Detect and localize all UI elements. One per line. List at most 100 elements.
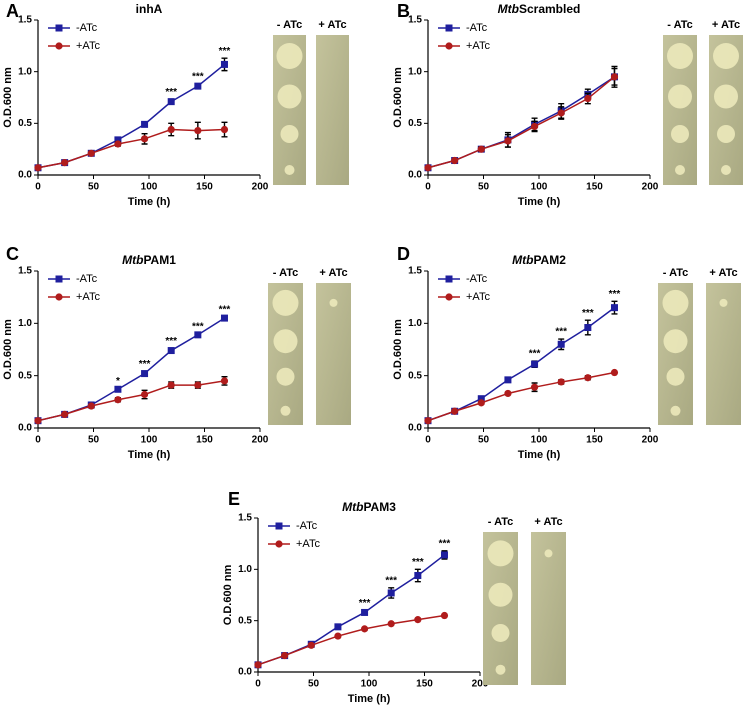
x-axis-label: Time (h) (518, 449, 561, 461)
y-tick-label: 0.0 (238, 667, 252, 678)
plate-label: + ATc (534, 516, 562, 528)
title-italic: Mtb (498, 2, 519, 16)
x-tick-label: 100 (531, 435, 548, 446)
colony (668, 84, 692, 109)
significance-label: *** (359, 598, 371, 609)
marker (334, 632, 342, 640)
y-axis-label: O.D.600 nm (392, 67, 404, 128)
marker (167, 125, 175, 134)
colony (488, 582, 513, 607)
legend-label: -ATc (76, 22, 98, 34)
colony (713, 43, 739, 69)
y-tick-label: 0.5 (18, 118, 32, 129)
colony (721, 165, 731, 175)
series-line (427, 76, 615, 169)
marker (220, 125, 229, 134)
plate-label: - ATc (273, 267, 298, 279)
x-tick-label: 0 (255, 679, 261, 690)
marker (34, 417, 42, 425)
colony (671, 125, 689, 143)
plate-label: + ATc (709, 267, 737, 279)
plate-label: - ATc (663, 267, 688, 279)
panel-letter: E (228, 489, 240, 509)
y-tick-label: 1.0 (18, 66, 32, 77)
marker (584, 324, 592, 332)
marker (360, 625, 369, 633)
marker (424, 417, 432, 425)
significance-label: *** (582, 308, 594, 319)
marker (61, 410, 69, 418)
legend-marker (445, 293, 453, 301)
colony (329, 298, 338, 307)
plate-label: + ATc (712, 19, 740, 31)
x-tick-label: 200 (252, 435, 269, 446)
legend-label: -ATc (466, 273, 488, 285)
y-tick-label: 1.5 (238, 513, 252, 524)
plate-label: - ATc (667, 19, 692, 31)
y-tick-label: 1.0 (238, 564, 252, 575)
title-text: PAM3 (363, 500, 396, 514)
marker (451, 407, 459, 415)
x-tick-label: 50 (88, 182, 100, 193)
y-tick-label: 1.5 (408, 15, 422, 26)
plate-photo (316, 35, 349, 185)
plate-photo (531, 532, 566, 685)
significance-label: *** (439, 538, 451, 549)
series-line (37, 128, 225, 169)
marker (584, 374, 592, 382)
colony (280, 125, 299, 143)
colony (714, 84, 738, 109)
marker (87, 149, 95, 157)
significance-label: *** (219, 305, 231, 316)
marker (440, 551, 448, 559)
y-tick-label: 1.5 (408, 266, 422, 277)
panel-letter: C (6, 244, 19, 264)
marker (114, 396, 122, 404)
y-tick-label: 1.0 (408, 66, 422, 77)
marker (361, 608, 369, 616)
significance-label: *** (192, 321, 204, 332)
title-text: PAM2 (533, 253, 566, 267)
panel-letter: A (6, 1, 19, 21)
legend-marker (55, 293, 63, 301)
marker (610, 368, 619, 377)
marker (220, 377, 229, 385)
colony (544, 549, 553, 558)
x-tick-label: 50 (308, 679, 320, 690)
marker (440, 611, 449, 620)
marker (584, 94, 592, 103)
significance-label: *** (165, 336, 177, 347)
marker (504, 376, 512, 384)
y-tick-label: 0.0 (18, 170, 32, 181)
significance-label: *** (412, 557, 424, 568)
x-tick-label: 200 (642, 435, 659, 446)
significance-label: *** (555, 327, 567, 338)
x-axis-label: Time (h) (518, 196, 561, 208)
marker (281, 651, 289, 660)
marker (414, 571, 422, 579)
legend-label: +ATc (76, 40, 100, 52)
significance-label: *** (165, 87, 177, 98)
significance-label: *** (139, 359, 151, 370)
significance-label: *** (219, 46, 231, 57)
legend-marker (55, 24, 63, 32)
panel-letter: D (397, 244, 410, 264)
y-axis-label: O.D.600 nm (2, 319, 14, 380)
marker (114, 385, 122, 393)
colony (717, 125, 735, 143)
marker (531, 360, 539, 368)
colony (670, 405, 681, 416)
marker (477, 395, 485, 403)
x-axis-label: Time (h) (348, 693, 391, 705)
y-axis-label: O.D.600 nm (222, 565, 234, 626)
x-tick-label: 150 (416, 679, 433, 690)
marker (557, 109, 565, 117)
colony (284, 165, 295, 175)
colony (666, 367, 685, 386)
x-tick-label: 150 (586, 435, 603, 446)
marker (414, 616, 422, 624)
marker (504, 137, 512, 145)
y-tick-label: 0.0 (408, 423, 422, 434)
significance-label: *** (192, 72, 204, 83)
chart-title: MtbPAM3 (342, 500, 396, 514)
